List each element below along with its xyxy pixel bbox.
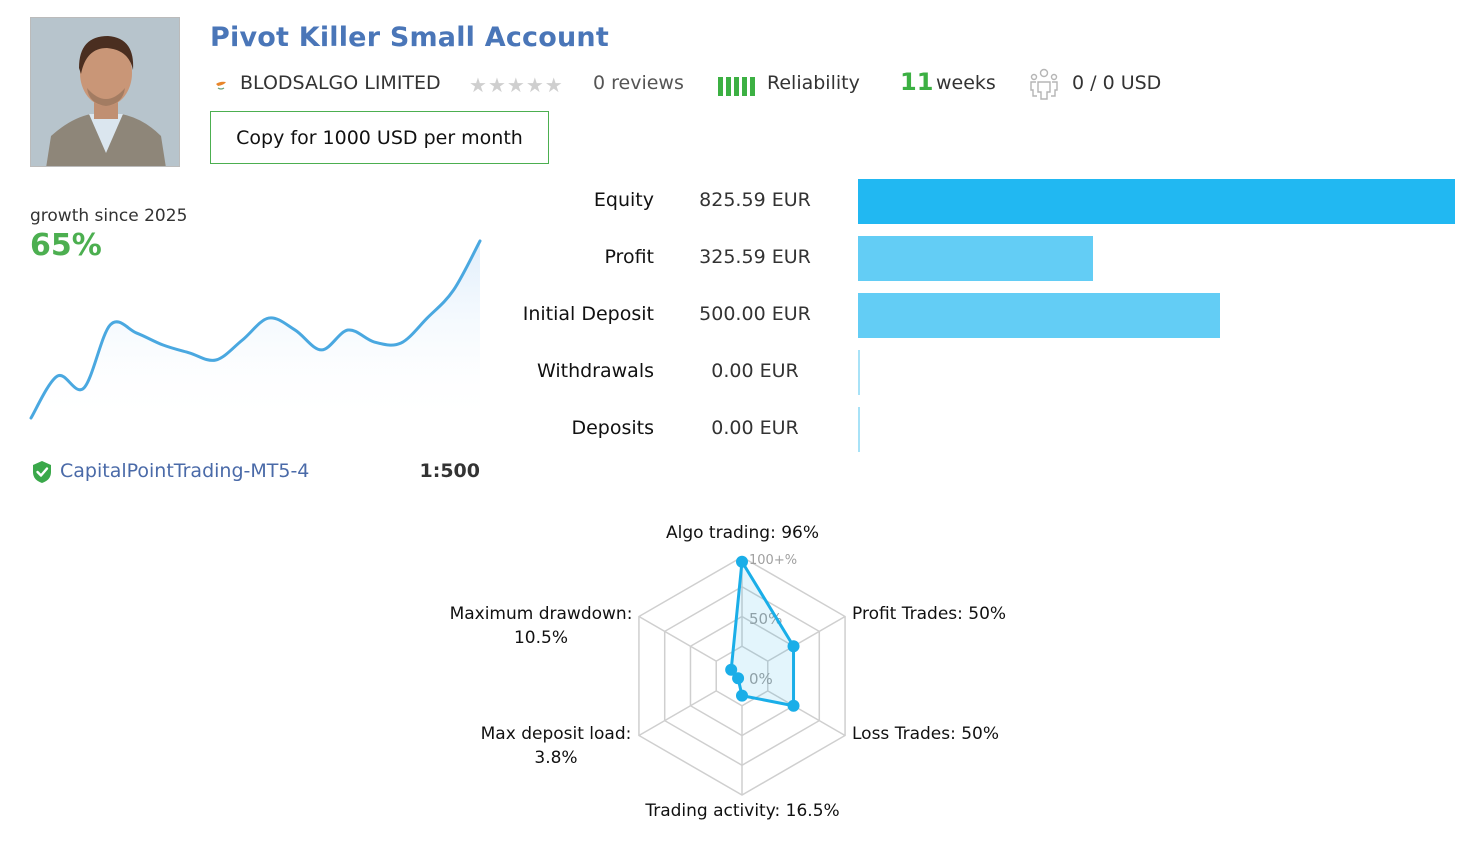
rating-stars[interactable]: ★★★★★ (469, 73, 564, 97)
radar-axis-label-name: Maximum drawdown: (449, 604, 633, 624)
leverage-value: 1:500 (419, 460, 480, 482)
growth-chart[interactable] (20, 230, 490, 430)
growth-label: growth since 2025 (30, 206, 188, 226)
radar-axis-label: Profit Trades: 50% (852, 604, 1007, 624)
radar-spoke (767, 615, 846, 662)
subscribers-icon (1030, 68, 1058, 100)
stat-value: 825.59 EUR (699, 189, 811, 211)
reviews-link[interactable]: 0 reviews (593, 72, 684, 94)
radar-area (729, 560, 796, 708)
radar-axis-label: Max deposit load: 3.8% (446, 722, 666, 770)
star-icon: ★ (544, 73, 564, 97)
star-icon: ★ (469, 73, 488, 97)
stat-label: Equity (593, 189, 654, 211)
subscribers-value: 0 / 0 USD (1072, 72, 1162, 94)
radar-point (725, 663, 738, 676)
stat-bar (858, 179, 1455, 224)
radar-axis-label: Loss Trades: 50% (852, 724, 1000, 744)
server-link[interactable]: CapitalPointTrading-MT5-4 (60, 460, 310, 482)
stat-label: Initial Deposit (522, 303, 654, 325)
reliability-bar (726, 77, 731, 96)
radar-point (732, 672, 745, 685)
verified-shield-icon (33, 461, 51, 483)
stat-value: 325.59 EUR (699, 246, 811, 268)
stat-value: 500.00 EUR (699, 303, 811, 325)
radar-axis-label: Algo trading: 96% (665, 523, 820, 543)
radar-axis-label-value: 10.5% (513, 628, 568, 648)
radar-point (787, 699, 800, 712)
reliability-bar (742, 77, 747, 96)
stat-label: Withdrawals (536, 360, 654, 382)
radar-axis-label: Trading activity: 16.5% (645, 801, 840, 821)
radar-spoke (638, 615, 717, 662)
growth-value: 65% (30, 228, 102, 263)
reliability-label: Reliability (767, 72, 860, 94)
radar-ring-label: 0% (749, 670, 773, 688)
growth-area (31, 241, 480, 425)
avatar[interactable] (30, 17, 180, 167)
copy-subscription-button[interactable]: Copy for 1000 USD per month (210, 111, 549, 164)
radar-spoke (638, 690, 717, 737)
company-name[interactable]: BLODSALGO LIMITED (240, 72, 441, 94)
stat-value: 0.00 EUR (711, 417, 799, 439)
weeks-count: 11 (900, 68, 934, 96)
radar-ring-label: 100+% (749, 553, 797, 568)
radar-chart: 0%50%100+% (638, 553, 846, 796)
radar-point (787, 640, 800, 653)
reliability-bar (734, 77, 739, 96)
radar-point (736, 689, 748, 702)
stat-bar (858, 293, 1220, 338)
star-icon: ★ (487, 73, 507, 97)
weeks-label: weeks (936, 72, 996, 94)
stat-bar (858, 350, 860, 395)
reliability-bar (750, 77, 755, 96)
cyprus-flag-icon (216, 81, 226, 90)
signal-title[interactable]: Pivot Killer Small Account (210, 22, 609, 53)
stat-bar (858, 236, 1093, 281)
stat-bar (858, 407, 860, 452)
radar-axis-label-name: Max deposit load: (480, 724, 632, 744)
growth-line (29, 239, 482, 420)
radar-axis-label-value: 3.8% (534, 748, 578, 768)
reliability-bars-icon (718, 77, 755, 96)
avatar-portrait-icon (31, 18, 179, 166)
reliability-bar (718, 77, 723, 96)
stat-label: Deposits (571, 417, 654, 439)
stat-value: 0.00 EUR (711, 360, 799, 382)
radar-axis-label: Maximum drawdown: 10.5% (431, 602, 651, 650)
stat-label: Profit (604, 246, 654, 268)
star-icon: ★ (525, 73, 545, 97)
star-icon: ★ (506, 73, 526, 97)
radar-spoke (767, 690, 846, 737)
radar-point (736, 555, 748, 568)
